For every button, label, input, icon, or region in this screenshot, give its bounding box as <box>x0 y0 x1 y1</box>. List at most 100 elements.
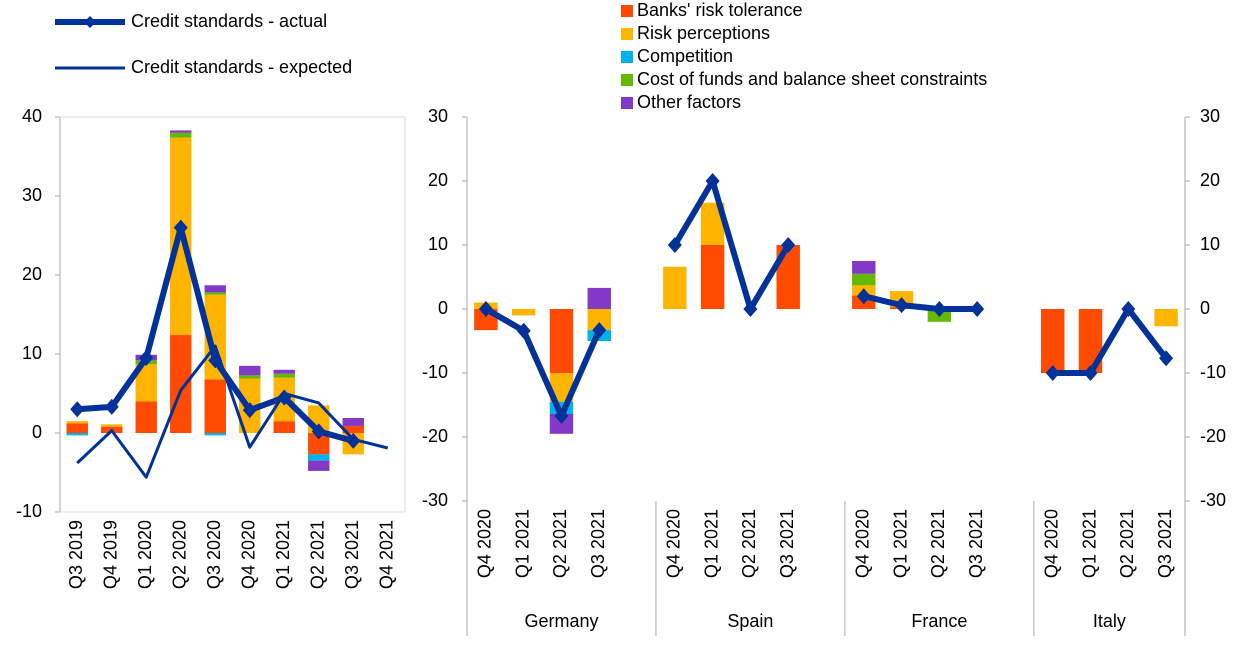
y-tick-label: 30 <box>428 106 448 126</box>
bar-segment <box>170 130 192 133</box>
bar-segment <box>273 369 295 374</box>
x-tick-label: Q3 2021 <box>342 520 362 589</box>
y2-tick-label: -10 <box>1200 362 1226 382</box>
bar-segment <box>239 365 261 376</box>
line-marker <box>705 173 720 189</box>
y2-tick-label: 20 <box>1200 170 1220 190</box>
line-marker <box>781 237 796 253</box>
x-tick-label: Q3 2021 <box>966 509 986 578</box>
line-expected <box>76 344 389 479</box>
bar-segment <box>273 373 295 378</box>
bar-segment <box>1078 309 1103 373</box>
y-tick-label: 10 <box>428 234 448 254</box>
bar-segment <box>852 273 876 286</box>
bar-segment <box>170 132 192 138</box>
line-marker <box>104 398 119 415</box>
line-marker <box>70 401 85 418</box>
x-tick-label: Q3 2021 <box>1155 509 1175 578</box>
x-tick-label: Q2 2021 <box>1117 509 1137 578</box>
bar-segment <box>273 421 295 433</box>
line-marker <box>478 301 493 317</box>
x-tick-label: Q4 2020 <box>853 509 873 578</box>
x-tick-label: Q1 2021 <box>890 509 910 578</box>
x-tick-label: Q4 2021 <box>377 520 397 589</box>
bar-segment <box>135 364 157 402</box>
legend-label: Risk perceptions <box>637 23 770 43</box>
x-tick-label: Q2 2021 <box>308 520 328 589</box>
bar-segment <box>101 424 123 427</box>
y2-tick-label: -20 <box>1200 426 1226 446</box>
line-marker <box>311 423 326 440</box>
bar-segment <box>549 373 574 402</box>
legend-label: Other factors <box>637 92 741 112</box>
legend-swatch <box>621 5 633 17</box>
bar-segment <box>511 309 536 316</box>
bar-segment <box>204 379 226 433</box>
bar-segment <box>308 460 330 471</box>
bar-segment <box>700 245 725 309</box>
line-marker <box>743 301 758 317</box>
y-tick-label: 20 <box>428 170 448 190</box>
group-label: Spain <box>727 611 773 631</box>
bar-segment <box>66 423 88 433</box>
y-tick-label: 40 <box>22 106 42 126</box>
line-marker <box>932 301 947 317</box>
legend-swatch <box>621 28 633 40</box>
y2-tick-label: 30 <box>1200 106 1220 126</box>
y-tick-label: 30 <box>22 185 42 205</box>
bar-segment <box>549 309 574 373</box>
y-tick-label: 0 <box>32 422 42 442</box>
legend-swatch <box>621 97 633 109</box>
bar-segment <box>1154 309 1178 327</box>
x-tick-label: Q4 2020 <box>664 509 684 578</box>
bar-segment <box>852 261 876 274</box>
bar-segment <box>776 245 800 309</box>
x-tick-label: Q1 2021 <box>701 509 721 578</box>
bar-segment <box>549 413 574 434</box>
x-tick-label: Q3 2019 <box>66 520 86 589</box>
x-tick-label: Q2 2020 <box>170 520 190 589</box>
bar-segment <box>1041 309 1065 373</box>
bar-segment <box>587 309 611 331</box>
x-tick-label: Q3 2021 <box>777 509 797 578</box>
bar-segment <box>308 433 330 455</box>
line-actual <box>484 178 1169 419</box>
bar-segment <box>342 417 364 426</box>
group-label: Germany <box>524 611 598 631</box>
legend-label: Banks' risk tolerance <box>637 0 803 20</box>
bar-segment <box>239 375 261 379</box>
y2-tick-label: 0 <box>1200 298 1210 318</box>
line-marker <box>1083 365 1098 381</box>
x-tick-label: Q2 2021 <box>928 509 948 578</box>
y-tick-label: -10 <box>16 501 42 521</box>
legend-swatch <box>621 74 633 86</box>
x-tick-label: Q1 2020 <box>135 520 155 589</box>
bar-segment <box>587 287 611 309</box>
bar-segment <box>204 285 226 293</box>
legend-label: Cost of funds and balance sheet constrai… <box>637 69 987 89</box>
x-tick-label: Q4 2019 <box>101 520 121 589</box>
y-tick-label: -30 <box>422 490 448 510</box>
line-marker <box>970 301 985 317</box>
bar-segment <box>700 202 725 245</box>
line-marker <box>516 322 531 339</box>
line-marker <box>1121 301 1136 317</box>
y-tick-label: 10 <box>22 343 42 363</box>
y-tick-label: 20 <box>22 264 42 284</box>
line-marker <box>173 219 188 236</box>
line-marker <box>139 349 154 366</box>
x-tick-label: Q3 2020 <box>204 520 224 589</box>
y-tick-label: -10 <box>422 362 448 382</box>
legend-label: Competition <box>637 46 733 66</box>
x-tick-label: Q2 2021 <box>739 509 759 578</box>
x-tick-label: Q1 2021 <box>273 520 293 589</box>
bar-segment <box>204 292 226 295</box>
line-marker <box>667 237 682 253</box>
bar-segment <box>342 425 364 433</box>
x-tick-label: Q1 2021 <box>512 509 532 578</box>
bar-segment <box>66 433 88 436</box>
bar-segment <box>170 335 192 433</box>
x-tick-label: Q3 2021 <box>588 509 608 578</box>
legend-marker <box>84 16 96 28</box>
